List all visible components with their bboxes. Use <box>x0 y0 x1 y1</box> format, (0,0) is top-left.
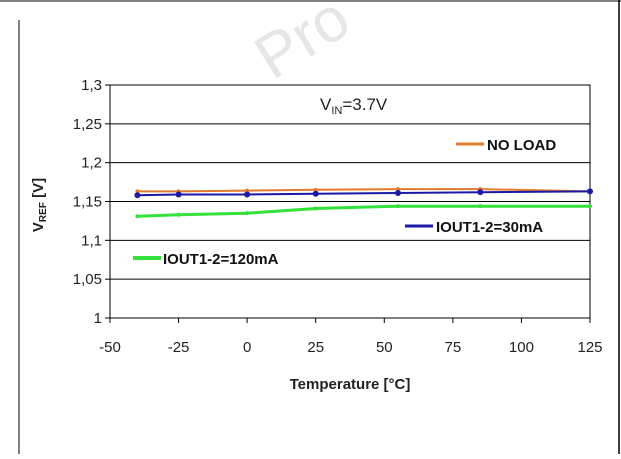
x-tick-label: 25 <box>307 339 324 356</box>
data-point <box>396 187 400 192</box>
data-point <box>588 204 592 209</box>
y-tick-label: 1,1 <box>81 232 102 249</box>
y-tick-label: 1 <box>94 310 102 327</box>
data-point <box>313 206 318 211</box>
data-point <box>396 204 400 209</box>
data-point <box>312 190 319 197</box>
watermark-text: Pro <box>243 0 361 93</box>
series-line-2 <box>137 204 590 218</box>
x-axis-ticks: -50 -25 0 25 50 75 100 125 <box>99 318 603 356</box>
series-group <box>134 187 593 219</box>
y-tick-label: 1,15 <box>73 194 102 211</box>
data-point <box>478 204 483 209</box>
data-point <box>245 211 250 216</box>
data-point <box>134 192 141 199</box>
y-axis-label: VREF [V] <box>30 178 49 232</box>
x-tick-label: -25 <box>168 339 190 356</box>
legend-label-120ma: IOUT1-2=120mA <box>163 251 279 268</box>
y-tick-label: 1,25 <box>73 116 102 133</box>
x-tick-label: 125 <box>577 339 602 356</box>
data-point <box>176 212 181 217</box>
data-point <box>477 189 484 196</box>
x-tick-label: 50 <box>376 339 393 356</box>
data-point <box>587 188 593 195</box>
x-tick-label: -50 <box>99 339 121 356</box>
data-point <box>244 191 251 198</box>
data-point <box>135 214 140 219</box>
data-point <box>135 189 140 194</box>
legend: NO LOAD IOUT1-2=30mA IOUT1-2=120mA <box>133 137 556 268</box>
y-tick-label: 1,05 <box>73 271 102 288</box>
x-tick-label: 0 <box>243 339 251 356</box>
y-axis-ticks: 1 1,05 1,1 1,15 1,2 1,25 1,3 <box>73 77 110 327</box>
vin-annotation: VIN=3.7V <box>320 95 388 117</box>
data-point <box>395 189 401 196</box>
data-point <box>313 187 318 192</box>
x-tick-label: 100 <box>509 339 534 356</box>
x-tick-label: 75 <box>445 339 462 356</box>
y-tick-label: 1,3 <box>81 77 102 94</box>
legend-label-30ma: IOUT1-2=30mA <box>436 219 543 236</box>
x-axis-label: Temperature [°C] <box>290 376 411 393</box>
legend-label-no-load: NO LOAD <box>487 137 556 154</box>
data-point <box>175 191 182 198</box>
grid <box>110 123 590 280</box>
y-tick-label: 1,2 <box>81 155 102 172</box>
data-point <box>245 188 250 193</box>
